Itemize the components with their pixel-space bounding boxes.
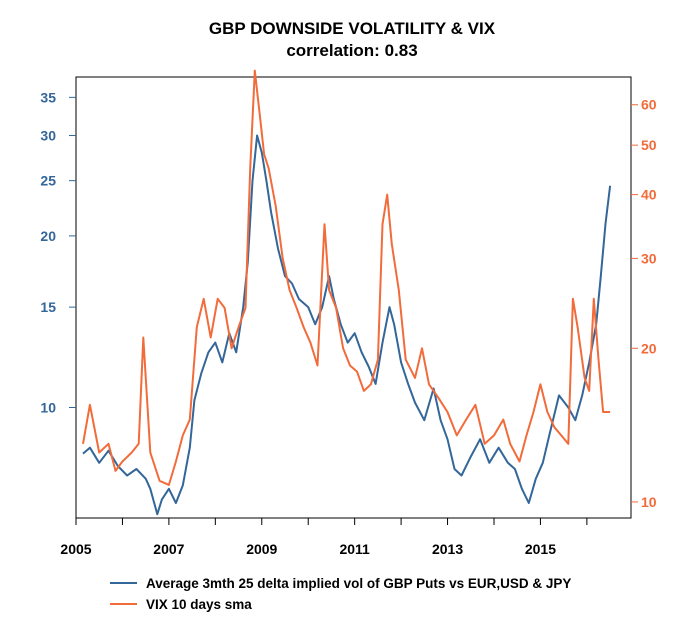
right-tick-label: 50 (641, 137, 657, 153)
left-tick-label: 35 (40, 89, 56, 105)
x-axis: 2005 2007 2009 2011 2013 2015 (60, 518, 588, 557)
left-tick-label: 30 (40, 128, 56, 144)
left-axis: 10 15 20 25 30 35 (40, 89, 76, 416)
x-tick-label: 2005 (60, 541, 91, 557)
x-tick-label: 2009 (246, 541, 277, 557)
chart-subtitle: correlation: 0.83 (286, 41, 417, 60)
x-tick-label: 2007 (153, 541, 184, 557)
x-tick-label: 2015 (525, 541, 556, 557)
chart-title: GBP DOWNSIDE VOLATILITY & VIX (209, 19, 496, 38)
left-tick-label: 15 (40, 299, 56, 315)
x-tick-label: 2013 (432, 541, 463, 557)
right-tick-label: 10 (641, 494, 657, 510)
left-tick-label: 20 (40, 228, 56, 244)
x-tick-label: 2011 (339, 541, 370, 557)
right-tick-label: 40 (641, 187, 657, 203)
right-axis: 10 20 30 40 50 60 (631, 97, 657, 510)
plot-area (75, 76, 632, 519)
left-tick-label: 25 (40, 173, 56, 189)
left-tick-label: 10 (40, 400, 56, 416)
right-tick-label: 30 (641, 250, 657, 266)
right-tick-label: 20 (641, 340, 657, 356)
legend: Average 3mth 25 delta implied vol of GBP… (110, 576, 571, 612)
legend-label-gbp-vol: Average 3mth 25 delta implied vol of GBP… (146, 576, 571, 591)
legend-label-vix: VIX 10 days sma (146, 597, 252, 612)
series-vix-line (82, 69, 611, 486)
series-gbp-vol-line (82, 134, 612, 516)
right-tick-label: 60 (641, 97, 657, 113)
